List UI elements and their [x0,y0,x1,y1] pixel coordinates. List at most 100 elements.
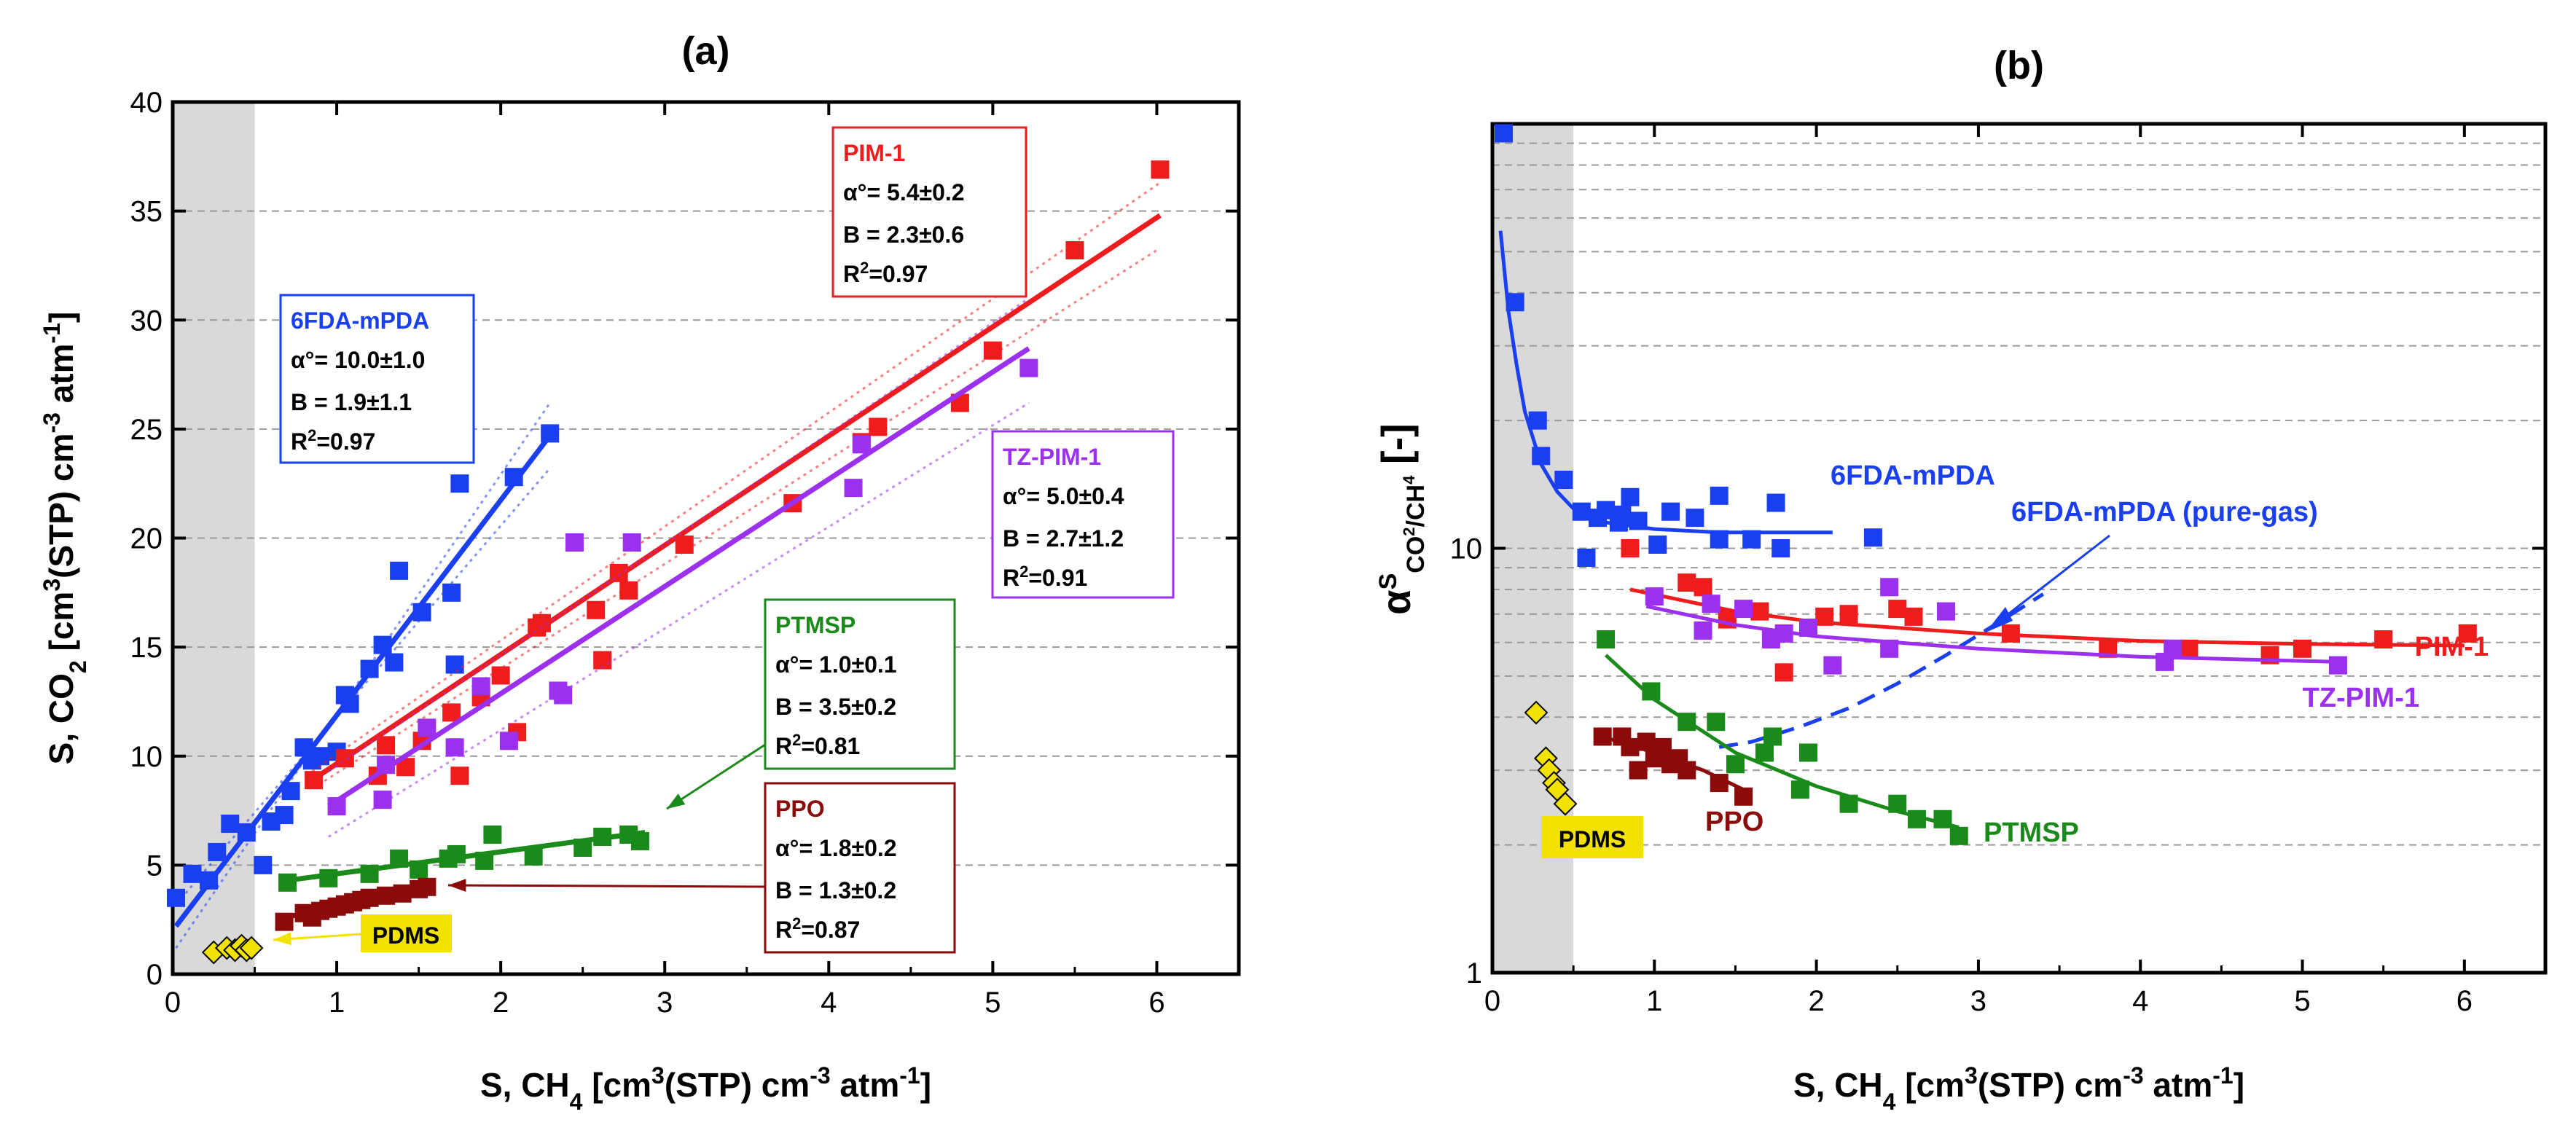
data-point [377,756,396,775]
data-point [167,888,186,907]
r2-sup: 2 [860,259,869,277]
x-tick-label: 6 [2456,985,2473,1017]
data-point [360,888,379,907]
data-point [619,581,638,600]
pdms-label-bg [1541,816,1643,858]
data-point [327,797,346,816]
data-point [200,871,219,890]
data-point [377,886,396,905]
confidence-band-upper [327,297,1030,772]
annotation-box-6FDA-mPDA: 6FDA-mPDA α°= 10.0±1.0 B = 1.9±1.1 R2=0.97 [279,294,475,464]
data-point [450,474,469,493]
xlabel-end: ] [2234,1066,2244,1104]
ylabel-rest2: (STP) cm [42,434,80,579]
r2-sup: 2 [1019,562,1028,581]
ylabel-sup2: -3 [39,412,65,433]
annotation-r2: R2=0.87 [775,914,860,944]
annotation-alpha: α°= 5.0±0.4 [1003,483,1124,509]
fit-line [326,346,1030,809]
series-TZ-PIM-1 [1645,578,2347,675]
r2-letter: R [1003,565,1019,591]
data-point [335,749,354,768]
series-TZ-PIM-1 [326,297,1038,838]
data-point [1593,727,1612,746]
annotation-alpha: α°= 10.0±1.0 [291,347,425,373]
annotation-frame [279,294,475,464]
data-point [1949,826,1968,845]
series-label: PIM-1 [2415,632,2489,662]
data-point [305,771,324,790]
data-point [593,827,612,846]
data-point [852,435,871,454]
data-point [410,860,428,879]
y-tick-label: 1 [1466,957,1482,989]
data-point [1554,471,1573,490]
data-point [390,849,409,868]
data-point [499,732,518,750]
data-point [2328,656,2347,675]
annotation-frame [764,782,956,954]
y-axis-label: αSCO2/CH4 [-] [1373,423,1430,615]
arrow-head [273,932,291,946]
xlabel-sup3: -1 [899,1062,920,1089]
data-point [1642,682,1661,701]
data-point [445,738,464,757]
ylabel-sup3: -1 [39,323,65,343]
data-point [1637,732,1656,751]
data-point [1677,573,1696,592]
arrow-head [667,793,686,809]
r2-value: =0.81 [801,733,860,759]
annotation-frame [831,126,1027,298]
xlabel-sup3: -1 [2212,1062,2233,1089]
data-point [1863,528,1882,547]
data-point [524,847,543,866]
data-point [450,767,469,785]
data-point [1774,624,1793,643]
r2-value: =0.97 [316,428,375,455]
data-point [1532,447,1551,466]
data-point [1065,240,1084,259]
data-point [442,703,461,722]
data-point [1710,486,1729,505]
data-point [541,424,560,443]
annotation-alpha: α°= 5.4±0.2 [843,179,965,205]
r2-letter: R [775,733,792,759]
data-point [1823,656,1842,675]
annotation-r2: R2=0.91 [1003,562,1087,592]
arrow-shaft [447,884,766,888]
data-point [412,603,431,622]
data-point [1799,743,1817,762]
xlabel-sup: 3 [651,1062,665,1089]
data-point [1904,607,1923,626]
data-point [373,635,392,654]
xlabel-rest: [cm [1895,1066,1965,1104]
ylabel-rest3: atm [42,343,80,412]
data-point [483,825,502,844]
data-point [319,869,338,887]
data-point [1710,530,1729,549]
ptmsp-arrow [666,743,766,810]
y-axis-label: S, CO2 [cm3(STP) cm-3 atm-1] [39,312,91,765]
fit-line [310,213,1162,783]
x-axis-label: S, CH4 [cm3(STP) cm-3 atm-1] [480,1062,931,1115]
data-point [221,815,240,834]
data-point [565,533,584,552]
data-point [373,791,392,809]
data-point [1799,618,1817,637]
ylabel-sub2: 2 [1400,527,1418,536]
data-point [447,844,466,863]
r2-sup: 2 [792,914,801,933]
annotation-box-PIM-1: PIM-1 α°= 5.4±0.2 B = 2.3±0.6 R2=0.97 [831,126,1027,298]
ylabel-sub: 2 [65,660,91,673]
r2-value: =0.91 [1028,565,1087,591]
ppo-arrow [447,879,766,893]
data-point [1694,578,1712,597]
series-label: TZ-PIM-1 [2303,683,2419,713]
x-tick-label: 1 [329,987,345,1019]
xlabel-rest3: atm [831,1066,900,1104]
confidence-band-lower [311,247,1161,790]
series-label: 6FDA-mPDA [1831,460,1995,491]
data-point [1772,539,1790,557]
y-tick-label: 25 [130,414,163,446]
